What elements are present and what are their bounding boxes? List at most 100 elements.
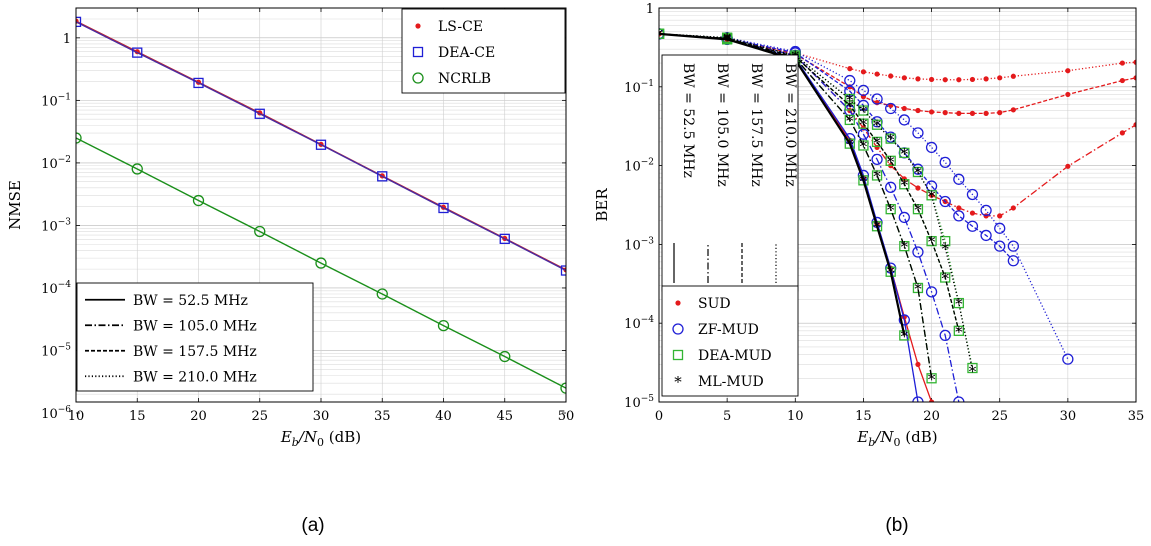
data-point-dea-mud [926,373,937,384]
legend-marker-dea-ce [412,46,424,58]
marker-legend-b [661,285,799,397]
data-point-ml-mud: * [914,280,922,298]
data-point-dea-ce [76,16,82,28]
data-point-dea-ce [499,233,510,244]
data-point-sud [1133,59,1136,65]
data-point-sud [997,213,1003,219]
data-point-zf-mud [898,314,910,326]
data-point-zf-mud [925,286,938,298]
data-point-ml-mud: * [914,164,922,182]
data-point-dea-mud [858,105,869,116]
x-tick-label: 10 [68,409,85,424]
data-point-ml-mud: * [941,240,949,258]
x-axis-label-sub1: b [868,436,875,449]
data-point-sud [915,76,921,82]
x-axis-label: Eb/N0 (dB) [856,428,937,449]
data-point-zf-mud [953,396,965,402]
data-point-ml-mud: * [860,103,868,121]
data-point-dea-mud [844,138,855,149]
data-point-dea-mud [940,272,951,283]
data-point-dea-mud [912,166,924,178]
y-tick-label-exp: −1 [58,92,71,102]
data-point-sud [1065,91,1071,98]
y-tick-label-base: 10 [624,396,641,411]
x-tick-label: 40 [435,409,452,424]
data-point-dea-mud [953,297,964,309]
data-point-zf-mud [912,127,924,139]
legend-label-bw: BW = 157.5 MHz [748,63,764,187]
data-point-ml-mud: * [655,26,663,44]
legend-label-bw: BW = 105.0 MHz [133,318,257,334]
data-point-ml-mud: * [846,91,854,109]
plot-area [76,16,566,394]
data-point-ml-mud: * [723,31,731,49]
y-tick-label-exp: −5 [641,394,655,404]
data-point-sud [1010,205,1016,211]
data-point-ml-mud: * [969,363,977,381]
y-tick-label: 10−1 [41,92,71,109]
data-point-zf-mud [898,211,910,224]
data-point-dea-ce [315,139,327,150]
data-point-ml-mud: * [723,31,731,49]
panel-a-label: (a) [301,515,324,536]
x-tick-label: 15 [129,409,146,424]
data-point-zf-mud [857,128,870,140]
data-point-ml-mud: * [723,31,731,49]
data-point-zf-mud [912,246,924,258]
legend-marker-ml-mud: * [674,373,682,391]
series-line-ml-mud [659,33,933,379]
data-point-sud [874,71,880,77]
data-point-dea-mud [885,204,896,215]
data-point-dea-mud [858,175,869,186]
data-point-ml-mud: * [846,97,854,115]
data-point-ml-mud: * [941,270,949,288]
y-tick-label-exp: −2 [641,158,654,168]
data-point-ml-mud: * [955,295,963,313]
x-axis-label-e: E [856,428,868,446]
marker-legend-a [401,8,566,94]
y-tick-label-base: 10 [624,317,641,332]
data-point-sud [983,76,989,82]
data-point-sud [942,77,948,83]
data-point-ml-mud: * [887,131,895,149]
data-point-ncrlb [376,288,388,300]
legend-label-dea-mud: DEA-MUD [698,348,772,364]
y-tick-label-exp: −3 [58,217,72,227]
line-legend-a [76,282,314,392]
data-point-ml-mud: * [928,370,936,388]
series-line-ml-mud [659,33,960,331]
data-point-ncrlb [437,319,450,332]
data-point-ml-mud: * [846,136,854,154]
chart-a: 10 15 20 25 30 35 40 45 50110−110−210−310−410−51… [6,7,575,449]
x-tick-label: 50 [558,409,575,424]
data-point-sud [928,109,935,115]
series-line-dea-ce [76,21,566,272]
data-point-zf-mud [912,396,924,402]
data-point-ml-mud: * [873,134,881,152]
data-point-sud [928,399,935,402]
data-point-zf-mud [939,156,951,168]
series-line-ncrlb [76,137,566,389]
y-tick-label-exp: −6 [58,405,72,415]
data-point-ml-mud: * [873,117,881,135]
data-point-ml-mud: * [655,26,663,44]
data-point-ml-mud: * [655,26,663,44]
x-axis-label-sub1: b [292,436,299,449]
data-point-sud [956,110,962,116]
legend-label-ls-ce: LS-CE [438,19,483,35]
data-point-sud [915,361,921,368]
data-point-sud [901,75,907,81]
legend-marker-ls-ce [415,23,421,29]
data-point-ml-mud: * [928,233,936,251]
data-point-zf-mud [871,153,883,166]
data-point-zf-mud [871,93,883,105]
plot-frame [75,7,567,403]
data-point-ncrlb [131,163,143,175]
data-point-sud [915,107,921,114]
legend-label-ml-mud: ML-MUD [698,374,764,390]
y-tick-label: 1 [646,2,654,17]
y-tick-label-base: 10 [41,407,58,422]
data-point-dea-mud [899,147,910,159]
